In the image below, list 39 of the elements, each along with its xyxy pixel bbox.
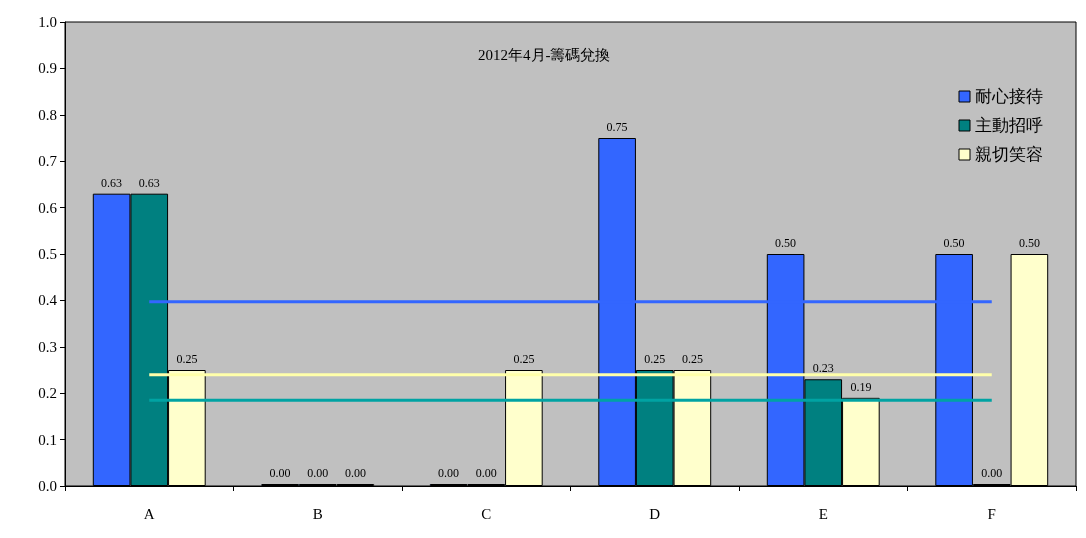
y-tick-label: 0.7 [38, 153, 58, 170]
legend-label: 主動招呼 [975, 116, 1043, 135]
data-label: 0.63 [138, 175, 160, 190]
legend-label: 親切笑容 [975, 145, 1043, 164]
y-tick-label: 1.0 [38, 14, 57, 30]
data-label: 0.00 [269, 466, 291, 480]
data-label: 0.25 [176, 352, 198, 366]
data-label: 0.19 [850, 379, 872, 394]
legend-label: 耐心接待 [975, 87, 1043, 106]
y-tick-label: 0.0 [38, 478, 57, 494]
x-tick-label: D [649, 505, 661, 522]
data-label: 0.50 [1018, 236, 1040, 250]
data-label: 0.25 [681, 352, 703, 366]
data-label: 0.00 [475, 466, 497, 480]
data-label: 0.63 [101, 175, 123, 190]
data-label: 0.00 [307, 466, 329, 480]
y-tick-label: 0.9 [38, 60, 57, 77]
y-tick-label: 0.3 [38, 338, 57, 355]
x-tick-label: E [818, 505, 828, 522]
data-label: 0.00 [438, 466, 460, 480]
data-label: 0.50 [775, 236, 797, 250]
x-tick-label: B [312, 505, 323, 522]
x-tick-label: A [143, 505, 155, 522]
data-label: 0.75 [606, 120, 628, 134]
data-label: 0.00 [981, 466, 1003, 480]
y-tick-label: 0.5 [38, 246, 57, 262]
y-tick-label: 0.4 [38, 292, 58, 309]
data-label: 0.25 [513, 352, 535, 366]
y-tick-label: 0.1 [38, 431, 57, 448]
text: 2012年4月-籌碼兌換 [478, 46, 611, 63]
data-label: 0.23 [812, 361, 834, 376]
data-label: 0.00 [344, 466, 366, 480]
y-tick-label: 0.2 [38, 385, 57, 402]
y-tick-label: 0.8 [38, 106, 57, 123]
data-label: 0.50 [943, 236, 965, 250]
x-tick-label: C [481, 505, 492, 522]
y-tick-label: 0.6 [38, 199, 58, 216]
x-tick-label: F [987, 505, 996, 522]
data-label: 0.25 [644, 352, 666, 366]
